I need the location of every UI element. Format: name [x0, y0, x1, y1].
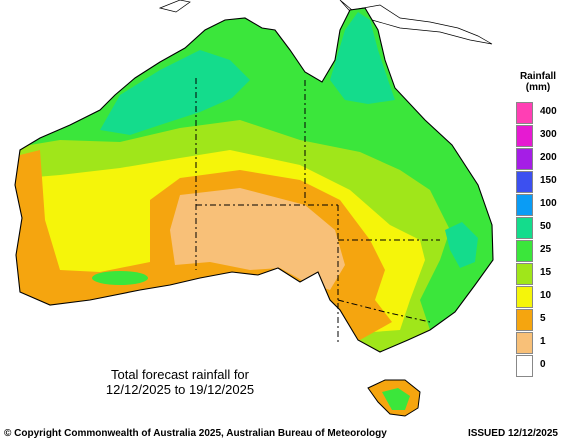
- legend-item: 5: [516, 309, 568, 332]
- legend-label: 1: [540, 336, 546, 347]
- legend-title: Rainfall (mm): [512, 71, 564, 93]
- copyright-text: © Copyright Commonwealth of Australia 20…: [4, 428, 387, 439]
- caption-line1: Total forecast rainfall for: [110, 367, 249, 382]
- legend-swatch: [516, 148, 533, 170]
- legend-swatch: [516, 240, 533, 262]
- legend-swatch: [516, 332, 533, 354]
- legend-label: 300: [540, 129, 557, 140]
- legend-label: 10: [540, 290, 552, 301]
- australia-coastline: [14, 7, 494, 353]
- legend-item: 10: [516, 286, 568, 309]
- legend-label: 50: [540, 221, 552, 232]
- legend-item: 200: [516, 148, 568, 171]
- legend-swatch: [516, 263, 533, 285]
- legend-item: 100: [516, 194, 568, 217]
- issued-date: ISSUED 12/12/2025: [467, 428, 558, 439]
- legend-swatch: [516, 125, 533, 147]
- legend-label: 200: [540, 152, 557, 163]
- timor-coast: [158, 0, 191, 13]
- legend-item: 300: [516, 125, 568, 148]
- legend-item: 400: [516, 102, 568, 125]
- legend-swatch: [516, 194, 533, 216]
- legend-label: 5: [540, 313, 546, 324]
- new-guinea-coast: [339, 0, 493, 45]
- tasmania: [367, 379, 421, 417]
- legend-title-line2: (mm): [525, 82, 551, 93]
- legend-label: 25: [540, 244, 552, 255]
- map-caption: Total forecast rainfall for 12/12/2025 t…: [80, 367, 280, 397]
- legend-label: 15: [540, 267, 552, 278]
- legend-title-line1: Rainfall: [519, 71, 557, 82]
- legend-item: 1: [516, 332, 568, 355]
- legend-item: 150: [516, 171, 568, 194]
- legend-item: 0: [516, 355, 568, 378]
- legend-swatch: [516, 171, 533, 193]
- state-borders: [195, 78, 440, 342]
- legend-swatch: [516, 286, 533, 308]
- legend-swatch: [516, 217, 533, 239]
- legend-item: 50: [516, 217, 568, 240]
- legend-label: 400: [540, 106, 557, 117]
- legend-label: 0: [540, 359, 546, 370]
- legend-swatch: [516, 102, 533, 124]
- caption-line2: 12/12/2025 to 19/12/2025: [105, 382, 255, 397]
- legend-swatch: [516, 355, 533, 377]
- legend-label: 150: [540, 175, 557, 186]
- legend-item: 15: [516, 263, 568, 286]
- legend-label: 100: [540, 198, 557, 209]
- legend-item: 25: [516, 240, 568, 263]
- legend-swatch: [516, 309, 533, 331]
